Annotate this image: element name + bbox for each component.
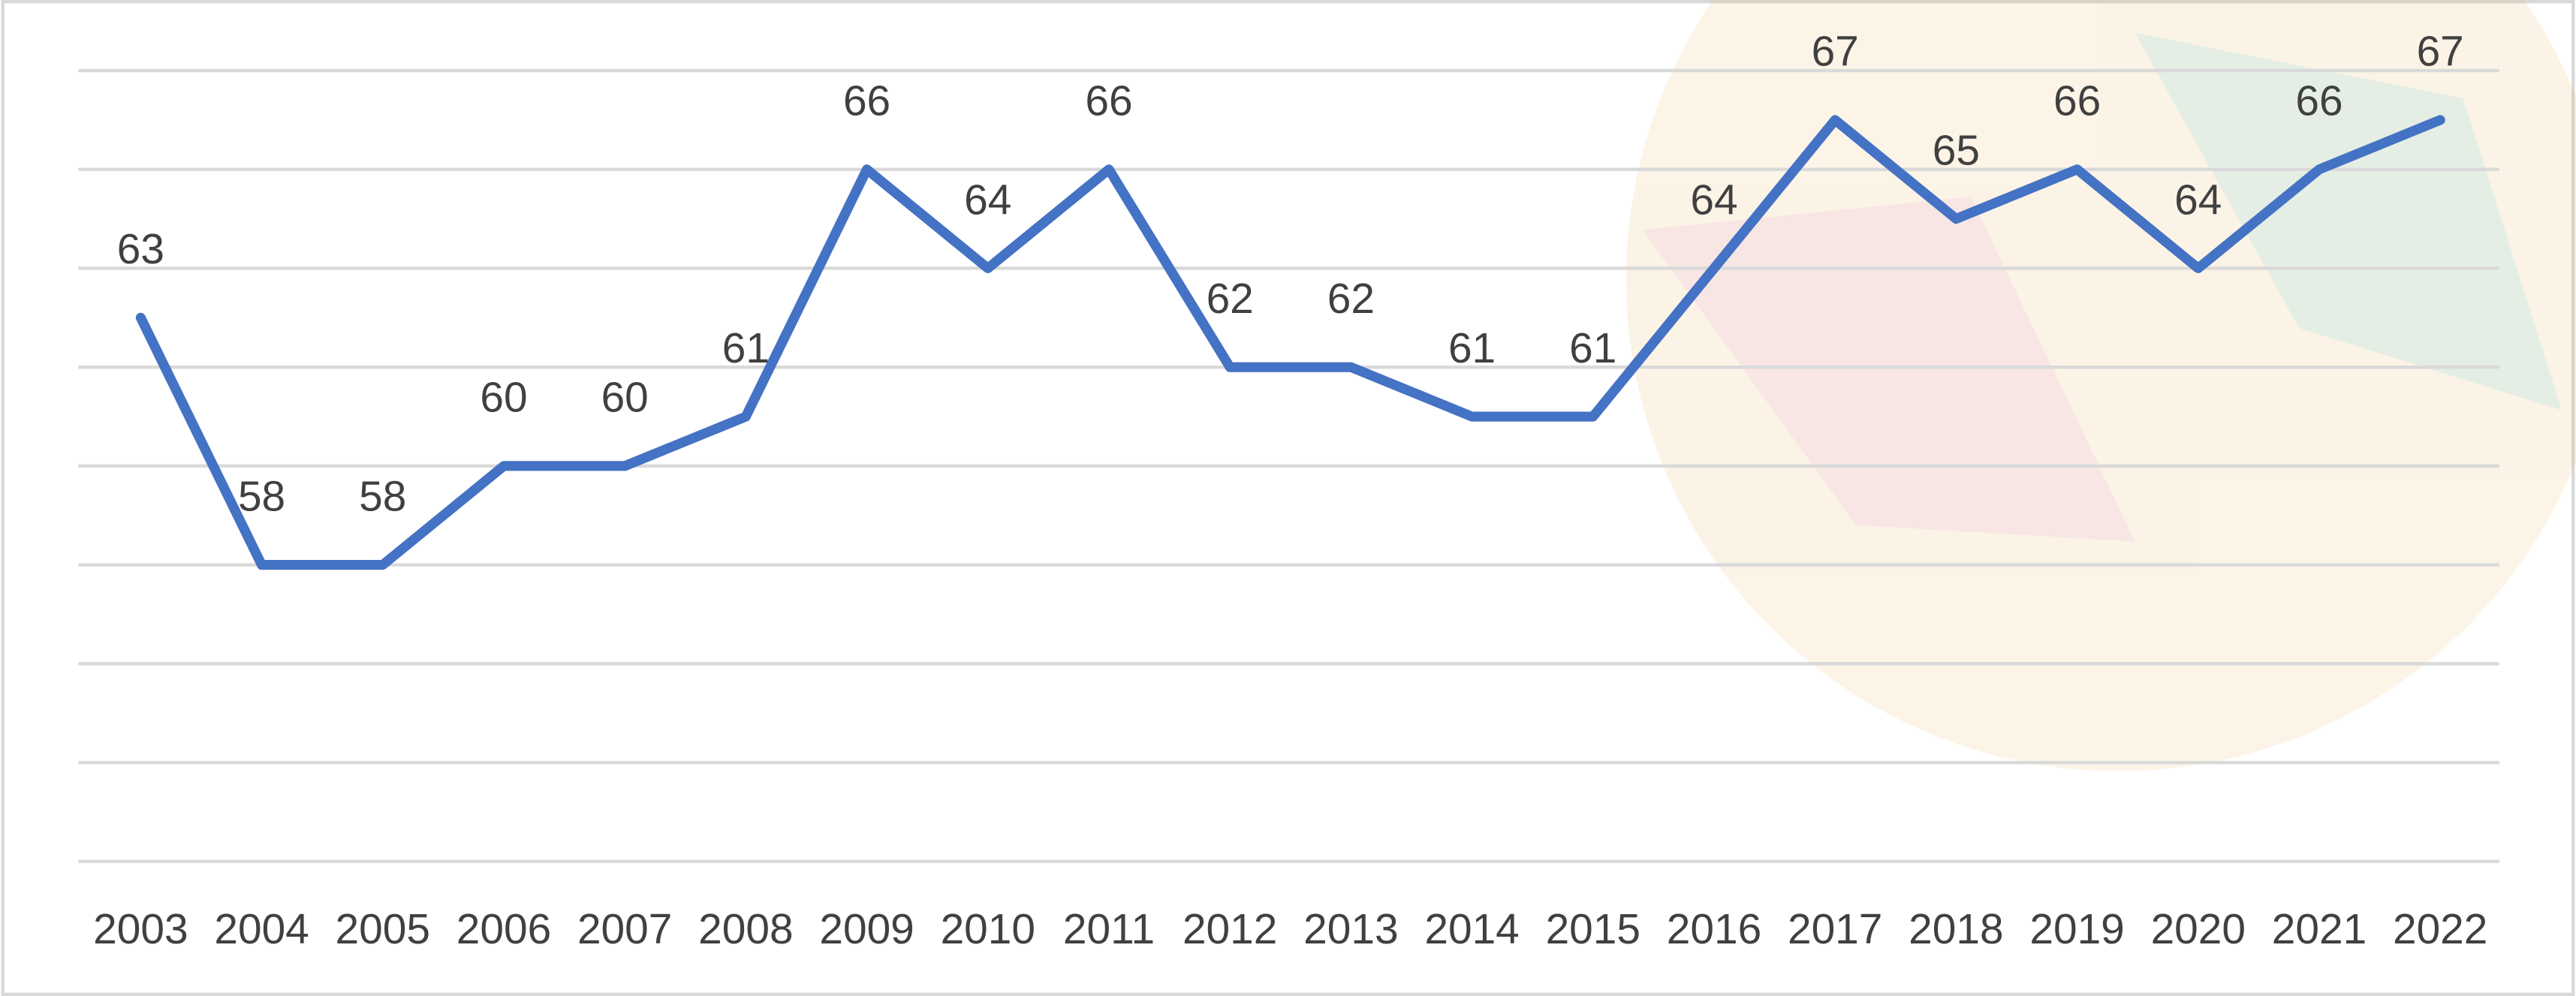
x-tick-label: 2008: [698, 906, 793, 953]
data-label: 60: [601, 375, 649, 422]
data-line: [135, 115, 2445, 570]
data-label: 66: [1085, 78, 1132, 125]
x-tick-label: 2004: [214, 906, 309, 953]
x-tick-label: 2018: [1909, 906, 2003, 953]
data-label: 62: [1207, 275, 1254, 323]
data-label: 65: [1933, 127, 1980, 174]
x-tick-label: 2022: [2393, 906, 2487, 953]
x-tick-label: 2015: [1546, 906, 1641, 953]
x-tick-label: 2003: [93, 906, 188, 953]
x-tick-label: 2013: [1303, 906, 1398, 953]
x-tick-label: 2017: [1788, 906, 1882, 953]
data-label: 64: [964, 176, 1011, 224]
data-label: 67: [1812, 29, 1859, 76]
x-tick-label: 2009: [819, 906, 914, 953]
data-label: 66: [2053, 78, 2101, 125]
data-label: 64: [2174, 176, 2222, 224]
x-tick-label: 2020: [2151, 906, 2246, 953]
data-label: 58: [238, 473, 285, 520]
data-label: 63: [117, 226, 164, 273]
x-tick-label: 2012: [1183, 906, 1277, 953]
x-tick-label: 2007: [577, 906, 672, 953]
x-tick-label: 2011: [1063, 906, 1155, 953]
data-label: 61: [1569, 325, 1616, 372]
watermark-shape: [1642, 197, 2135, 542]
x-tick-label: 2016: [1667, 906, 1761, 953]
data-label: 62: [1327, 275, 1375, 323]
plot: 2003 2004 2005 2006 2007 2008 2009 2010 2011 2012…: [93, 29, 2487, 953]
data-label: 61: [722, 325, 770, 372]
watermark: [1626, 0, 2576, 772]
x-tick-label: 2021: [2272, 906, 2367, 953]
x-tick-label: 2019: [2029, 906, 2124, 953]
data-label: 58: [359, 473, 406, 520]
x-tick-label: 2006: [456, 906, 551, 953]
x-tick-label: 2005: [336, 906, 430, 953]
grid: [78, 68, 2499, 863]
x-tick-label: 2010: [941, 906, 1035, 953]
data-label: 67: [2417, 29, 2464, 76]
data-label: 66: [843, 78, 890, 125]
data-label: 64: [1690, 176, 1737, 224]
x-tick-label: 2014: [1424, 906, 1519, 953]
data-label: 61: [1448, 325, 1496, 372]
watermark-disc: [1626, 0, 2576, 772]
data-label: 66: [2295, 78, 2343, 125]
watermark-shape: [2135, 32, 2562, 411]
data-label: 60: [480, 375, 527, 422]
